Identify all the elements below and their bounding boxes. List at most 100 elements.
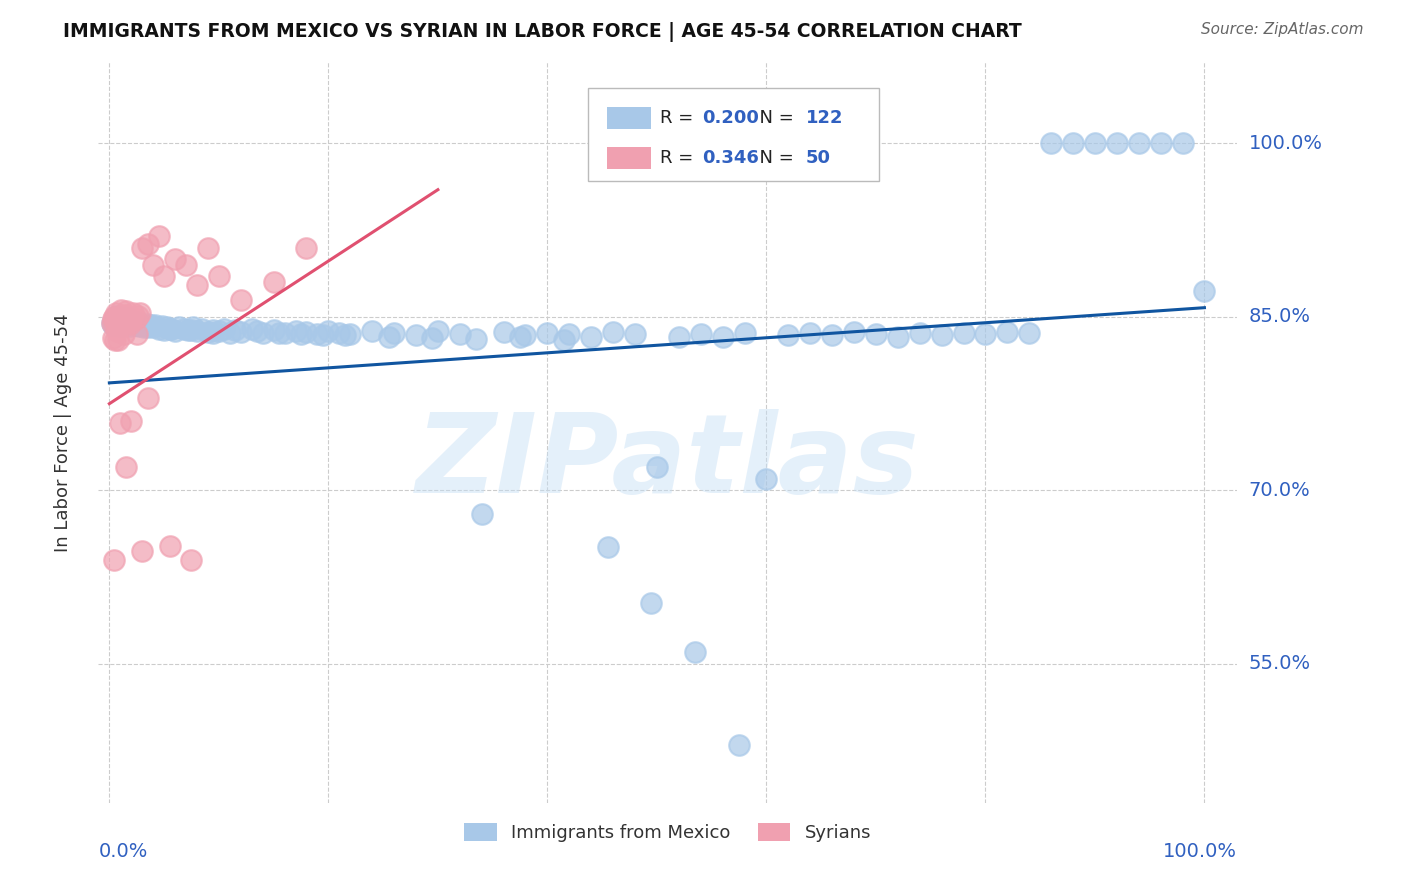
Text: N =: N = — [748, 149, 799, 167]
Point — [422, 331, 444, 345]
Point — [115, 315, 138, 329]
Point — [689, 327, 711, 342]
Point — [333, 328, 356, 343]
Point — [252, 326, 274, 340]
Point — [174, 258, 197, 272]
Point — [1105, 136, 1128, 151]
Point — [169, 320, 191, 334]
Point — [118, 315, 141, 329]
Point — [197, 240, 219, 254]
Point — [269, 326, 291, 340]
Point — [114, 312, 136, 326]
Point — [602, 325, 624, 339]
Point — [558, 327, 581, 342]
Text: Source: ZipAtlas.com: Source: ZipAtlas.com — [1201, 22, 1364, 37]
Point — [153, 269, 176, 284]
Point — [931, 328, 953, 343]
FancyBboxPatch shape — [607, 107, 651, 129]
Point — [122, 317, 145, 331]
Legend: Immigrants from Mexico, Syrians: Immigrants from Mexico, Syrians — [457, 815, 879, 849]
Point — [208, 269, 231, 284]
Point — [148, 229, 170, 244]
Text: 0.200: 0.200 — [702, 109, 759, 128]
Point — [229, 325, 252, 339]
Point — [778, 328, 800, 343]
Point — [180, 553, 202, 567]
Point — [112, 316, 135, 330]
Point — [295, 240, 318, 254]
Point — [596, 540, 619, 554]
Point — [114, 316, 136, 330]
Text: N =: N = — [748, 109, 799, 128]
Point — [136, 320, 159, 334]
Point — [101, 312, 124, 326]
Point — [105, 313, 128, 327]
Point — [1018, 326, 1040, 340]
Point — [105, 313, 128, 327]
Point — [136, 237, 159, 252]
Point — [107, 310, 129, 324]
Text: R =: R = — [659, 149, 699, 167]
Text: 0.346: 0.346 — [702, 149, 759, 167]
Text: ZIPatlas: ZIPatlas — [416, 409, 920, 516]
Point — [110, 319, 132, 334]
Point — [101, 318, 124, 332]
Point — [153, 323, 176, 337]
Point — [426, 324, 449, 338]
Point — [129, 317, 152, 331]
Point — [361, 324, 384, 338]
Point — [799, 326, 821, 340]
Point — [471, 507, 494, 521]
Point — [115, 312, 138, 326]
Point — [328, 326, 350, 340]
Point — [148, 321, 170, 335]
Point — [273, 326, 295, 340]
Point — [645, 460, 668, 475]
Point — [124, 315, 146, 329]
Point — [208, 324, 231, 338]
Point — [974, 327, 997, 342]
FancyBboxPatch shape — [588, 88, 879, 181]
Point — [995, 325, 1018, 339]
Text: R =: R = — [659, 109, 699, 128]
Point — [382, 326, 405, 340]
Point — [110, 303, 132, 318]
Text: 122: 122 — [806, 109, 844, 128]
Point — [284, 324, 307, 338]
Y-axis label: In Labor Force | Age 45-54: In Labor Force | Age 45-54 — [53, 313, 72, 552]
Point — [240, 321, 263, 335]
Point — [117, 309, 139, 323]
Point — [104, 306, 127, 320]
Text: 85.0%: 85.0% — [1249, 308, 1310, 326]
Point — [138, 319, 160, 334]
Point — [142, 258, 165, 272]
Point — [129, 306, 152, 320]
Point — [108, 316, 131, 330]
Point — [100, 316, 122, 330]
Point — [1194, 285, 1216, 299]
Point — [112, 313, 135, 327]
Point — [104, 309, 127, 323]
Point — [711, 329, 734, 343]
Point — [103, 553, 125, 567]
Point — [186, 277, 208, 292]
Point — [127, 318, 149, 332]
Point — [339, 327, 361, 342]
Point — [114, 308, 136, 322]
Point — [224, 323, 246, 337]
Point — [1084, 136, 1107, 151]
Point — [214, 321, 236, 335]
FancyBboxPatch shape — [607, 147, 651, 169]
Point — [103, 318, 125, 332]
Point — [114, 318, 136, 332]
Point — [263, 275, 285, 289]
Point — [150, 319, 173, 334]
Point — [128, 319, 150, 334]
Point — [110, 417, 132, 431]
Point — [165, 252, 187, 266]
Point — [125, 318, 148, 332]
Point — [120, 414, 142, 428]
Point — [120, 317, 142, 331]
Text: 100.0%: 100.0% — [1163, 842, 1237, 861]
Point — [101, 331, 124, 345]
